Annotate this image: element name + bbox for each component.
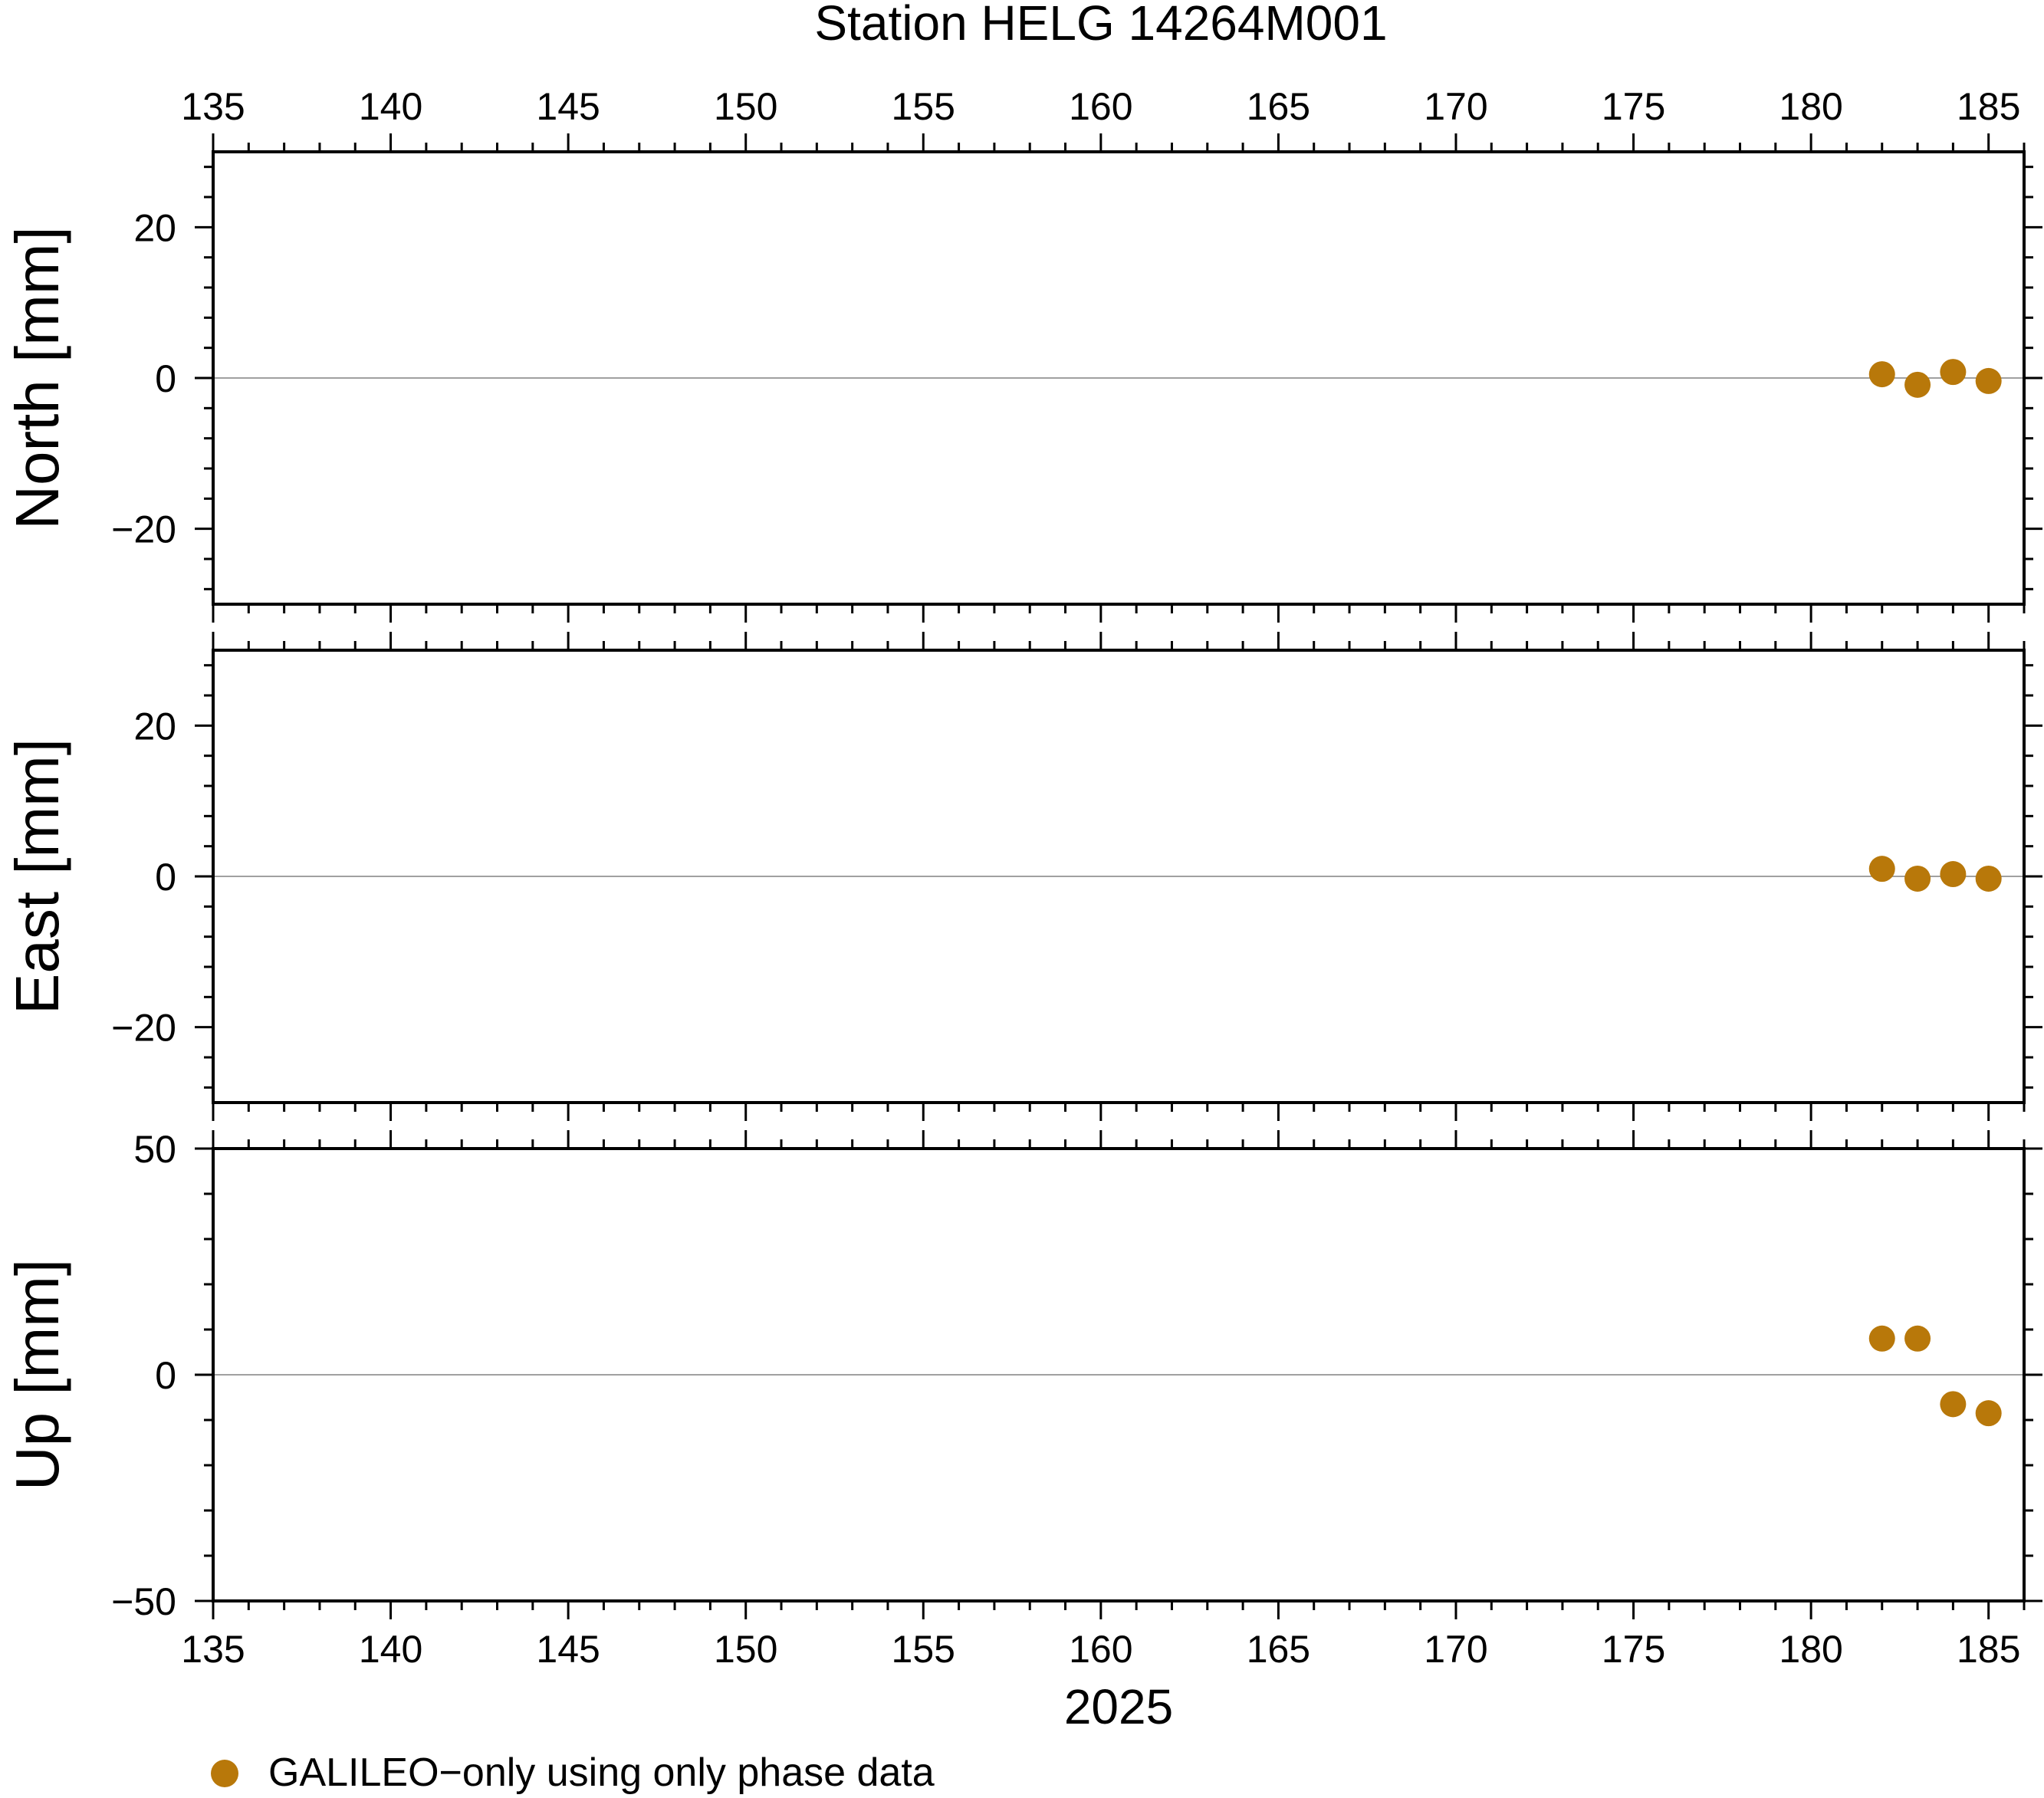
legend-marker — [211, 1760, 238, 1787]
y-tick-label: 20 — [133, 206, 176, 249]
data-point — [1975, 1400, 2002, 1427]
y-axis-label: North [mm] — [3, 226, 71, 530]
x-tick-label-bottom: 185 — [1957, 1628, 2020, 1671]
y-tick-label: 50 — [133, 1128, 176, 1171]
data-point — [1975, 865, 2002, 892]
x-tick-label-top: 175 — [1602, 85, 1665, 128]
x-axis-label: 2025 — [1064, 1679, 1173, 1734]
data-point — [1904, 1325, 1931, 1352]
x-tick-label-top: 180 — [1779, 85, 1842, 128]
x-tick-label-bottom: 150 — [714, 1628, 777, 1671]
data-point — [1904, 371, 1931, 398]
data-point — [1940, 861, 1967, 888]
panel-north: −20 0 20 135 140 145 150 155 160 165 170 175 180 185 N… — [3, 85, 2042, 623]
plot-frame — [212, 1147, 2026, 1602]
x-tick-label-bottom: 165 — [1247, 1628, 1310, 1671]
data-point — [1940, 1391, 1967, 1418]
x-tick-label-bottom: 135 — [181, 1628, 245, 1671]
x-tick-label-bottom: 170 — [1424, 1628, 1487, 1671]
panel-east: −20 0 20 East [mm] — [3, 632, 2042, 1121]
data-point — [1868, 1325, 1895, 1352]
chart-title: Station HELG 14264M001 — [814, 0, 1387, 51]
x-tick-label-top: 185 — [1957, 85, 2020, 128]
x-tick-label-top: 150 — [714, 85, 777, 128]
data-point — [1868, 856, 1895, 883]
data-point — [1975, 367, 2002, 394]
x-tick-label-top: 165 — [1247, 85, 1310, 128]
x-tick-label-bottom: 175 — [1602, 1628, 1665, 1671]
x-tick-label-bottom: 155 — [892, 1628, 955, 1671]
y-tick-label: −20 — [111, 508, 176, 551]
x-tick-label-top: 170 — [1424, 85, 1487, 128]
x-tick-label-top: 155 — [892, 85, 955, 128]
y-tick-label: 0 — [155, 856, 176, 899]
x-tick-label-bottom: 140 — [359, 1628, 422, 1671]
data-point — [1904, 865, 1931, 892]
panel-up: −50 0 50 135 140 145 150 155 160 165 170 175 180 185 U… — [3, 1128, 2042, 1671]
x-tick-label-bottom: 180 — [1779, 1628, 1842, 1671]
x-tick-label-bottom: 145 — [536, 1628, 600, 1671]
y-axis-label: East [mm] — [3, 738, 71, 1014]
legend-label: GALILEO−only using only phase data — [268, 1750, 935, 1795]
y-tick-label: −50 — [111, 1580, 176, 1623]
data-point — [1868, 361, 1895, 388]
y-tick-label: 0 — [155, 357, 176, 400]
data-point — [1940, 359, 1967, 386]
plot-frame — [212, 649, 2026, 1104]
x-tick-label-top: 160 — [1069, 85, 1132, 128]
x-tick-label-bottom: 160 — [1069, 1628, 1132, 1671]
x-tick-label-top: 140 — [359, 85, 422, 128]
y-tick-label: −20 — [111, 1007, 176, 1050]
y-tick-label: 20 — [133, 705, 176, 748]
x-tick-label-top: 145 — [536, 85, 600, 128]
panels: −20 0 20 135 140 145 150 155 160 165 170 175 180 185 N… — [3, 85, 2042, 1671]
legend: GALILEO−only using only phase data — [211, 1750, 935, 1795]
x-tick-label-top: 135 — [181, 85, 245, 128]
y-axis-label: Up [mm] — [3, 1259, 71, 1491]
plot-frame — [212, 150, 2026, 606]
y-tick-label: 0 — [155, 1354, 176, 1397]
